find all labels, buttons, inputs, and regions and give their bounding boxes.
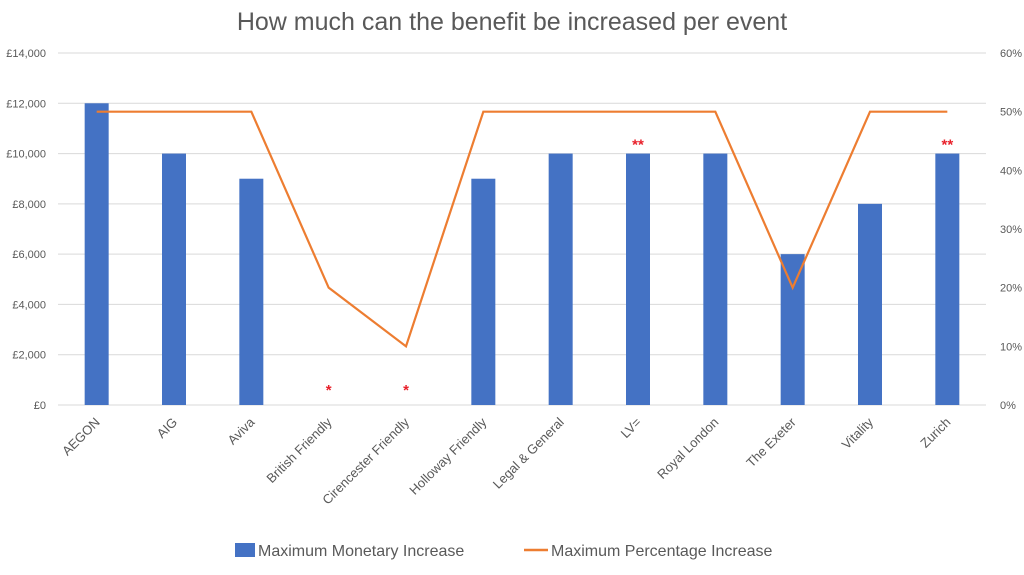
bar	[703, 153, 728, 405]
left-tick-label: £6,000	[12, 249, 46, 261]
right-tick-label: 0%	[1000, 400, 1016, 412]
legend-label-bar: Maximum Monetary Increase	[258, 543, 464, 560]
asterisk-annotation: **	[941, 137, 953, 154]
percentage-line	[96, 110, 948, 349]
x-tick-label: AEGON	[59, 415, 103, 459]
left-tick-label: £0	[34, 400, 46, 412]
x-tick-label: British Friendly	[263, 414, 335, 486]
left-tick-label: £4,000	[12, 299, 46, 311]
x-tick-label: Royal London	[654, 415, 721, 482]
annotations: * *** **	[326, 137, 954, 399]
bar-series	[84, 103, 960, 406]
x-tick-label: Legal & General	[490, 414, 567, 491]
x-tick-label: AIG	[154, 415, 180, 441]
x-tick-label: LV=	[618, 415, 645, 442]
chart-title: How much can the benefit be increased pe…	[237, 8, 787, 36]
right-tick-label: 30%	[1000, 224, 1022, 236]
left-tick-label: £10,000	[6, 149, 46, 161]
right-axis: 0% 10% 20% 30% 40% 50% 60%	[1000, 48, 1022, 412]
bar	[548, 153, 573, 405]
line-series	[96, 110, 948, 349]
x-tick-label: Vitality	[839, 414, 877, 452]
bar	[162, 153, 186, 405]
right-tick-label: 40%	[1000, 165, 1022, 177]
left-tick-label: £12,000	[6, 98, 46, 110]
asterisk-annotation: *	[326, 382, 332, 399]
x-tick-label: Holloway Friendly	[406, 414, 490, 498]
right-tick-label: 50%	[1000, 107, 1022, 119]
bar	[780, 254, 805, 405]
x-tick-label: The Exeter	[743, 414, 799, 470]
x-tick-label: Cirencester Friendly	[319, 414, 412, 507]
x-tick-label: Aviva	[225, 414, 258, 447]
legend-label-line: Maximum Percentage Increase	[551, 543, 773, 560]
bar	[84, 103, 109, 406]
left-tick-label: £14,000	[6, 48, 46, 60]
right-tick-label: 10%	[1000, 341, 1022, 353]
right-tick-label: 60%	[1000, 48, 1022, 60]
bar	[626, 153, 650, 405]
left-axis: £0 £2,000 £4,000 £6,000 £8,000 £10,000 £12,000…	[6, 48, 46, 412]
bar	[935, 153, 960, 405]
legend-swatch-bar	[235, 543, 255, 557]
gridlines	[58, 52, 986, 406]
x-tick-label: Zurich	[917, 415, 953, 451]
x-axis-labels: AEGON AIG Aviva British FriendlyCirencester…	[59, 414, 953, 507]
asterisk-annotation: **	[632, 137, 644, 154]
bar	[858, 203, 882, 405]
legend: Maximum Monetary Increase Maximum Percen…	[235, 543, 773, 560]
right-tick-label: 20%	[1000, 283, 1022, 295]
bar	[471, 178, 496, 405]
left-tick-label: £8,000	[12, 199, 46, 211]
left-tick-label: £2,000	[12, 350, 46, 362]
bar	[239, 178, 264, 405]
asterisk-annotation: *	[403, 382, 409, 399]
